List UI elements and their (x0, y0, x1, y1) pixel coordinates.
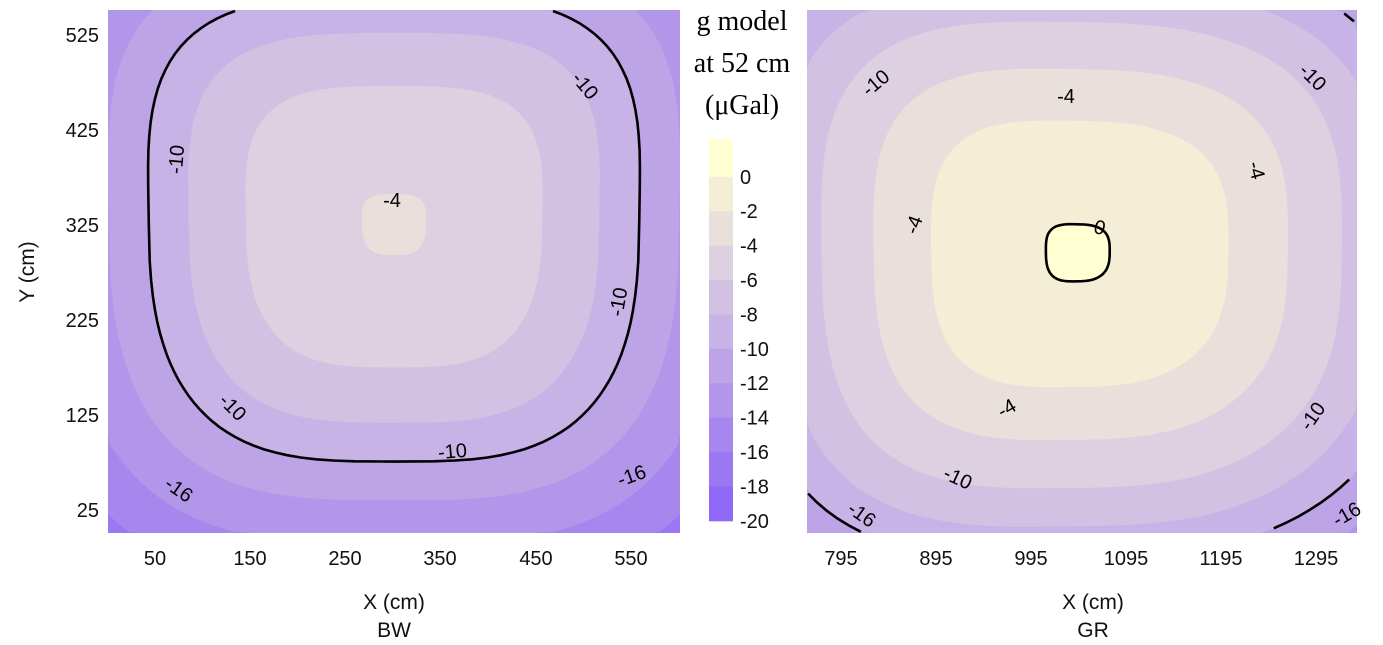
x-tick: 350 (423, 548, 456, 570)
colorbar-swatch (709, 348, 733, 384)
y-tick: 425 (66, 120, 99, 142)
contour-label: -10 (606, 286, 633, 318)
x-ticks-gr: 795 895 995 1095 1195 1295 (824, 548, 1338, 570)
colorbar-swatch (709, 211, 733, 247)
x-tick: 550 (614, 548, 647, 570)
y-tick: 525 (66, 25, 99, 47)
colorbar-swatch (709, 176, 733, 212)
x-tick: 450 (519, 548, 552, 570)
colorbar-tick: -4 (740, 236, 758, 258)
x-tick: 895 (919, 548, 952, 570)
x-ticks-bw: 50 150 250 350 450 550 (144, 548, 648, 570)
contour-line (146, 9, 642, 463)
contour-label: 0 (1091, 216, 1107, 240)
colorbar-tick: -6 (740, 270, 758, 292)
colorbar-swatch (709, 452, 733, 487)
legend-title: at 52 cm (694, 48, 791, 79)
y-tick: 225 (66, 310, 99, 332)
y-ticks-bw: 525 425 325 225 125 25 (66, 25, 99, 522)
x-tick: 50 (144, 548, 166, 570)
colorbar-swatch (709, 314, 733, 350)
colorbar-tick: -20 (740, 511, 769, 533)
colorbar-tick: -12 (740, 373, 769, 395)
panel-gr (807, 10, 1357, 533)
contour-label: -4 (383, 190, 401, 212)
colorbar-tick: 0 (740, 167, 751, 189)
contour-line (807, 12, 1355, 533)
colorbar-swatch (709, 245, 733, 281)
colorbar-swatch (709, 383, 733, 419)
colorbar-tick: -2 (740, 201, 758, 223)
y-tick: 125 (66, 405, 99, 427)
x-tick: 1095 (1104, 548, 1149, 570)
x-axis-label-gr: X (cm) (1062, 591, 1124, 614)
colorbar-tick: -10 (740, 339, 769, 361)
colorbar-tick: -18 (740, 476, 769, 498)
colorbar-tick: -16 (740, 442, 769, 464)
panel-label-bw: BW (377, 619, 411, 642)
contour-band (361, 194, 427, 255)
x-axis-label-bw: X (cm) (363, 591, 425, 614)
colorbar-tick: -14 (740, 408, 769, 430)
contour-line (1044, 222, 1111, 283)
y-tick: 25 (77, 500, 99, 522)
panel-bw (108, 9, 680, 533)
colorbar-tick: -8 (740, 304, 758, 326)
x-tick: 995 (1014, 548, 1047, 570)
x-tick: 795 (824, 548, 857, 570)
contour-label: -10 (437, 440, 468, 464)
x-tick: 150 (233, 548, 266, 570)
colorbar-swatch (709, 280, 733, 315)
colorbar-swatch (709, 417, 733, 453)
panel-label-gr: GR (1077, 619, 1109, 642)
contour-label: -10 (165, 144, 189, 175)
y-tick: 325 (66, 215, 99, 237)
y-axis-label: Y (cm) (16, 241, 39, 302)
contour-label: -4 (1243, 159, 1269, 182)
colorbar-swatch (709, 486, 733, 522)
x-tick: 1295 (1294, 548, 1339, 570)
colorbar-swatch (709, 139, 733, 177)
x-tick: 250 (328, 548, 361, 570)
contour-band (1045, 224, 1110, 282)
x-tick: 1195 (1199, 548, 1242, 570)
legend-title: g model (697, 6, 788, 37)
contour-label: -4 (1057, 86, 1075, 108)
colorbar-legend: g model at 52 cm (μGal) 0 -2 -4 -6 -8 -10 -12 -… (694, 6, 791, 533)
legend-title: (μGal) (705, 90, 779, 121)
